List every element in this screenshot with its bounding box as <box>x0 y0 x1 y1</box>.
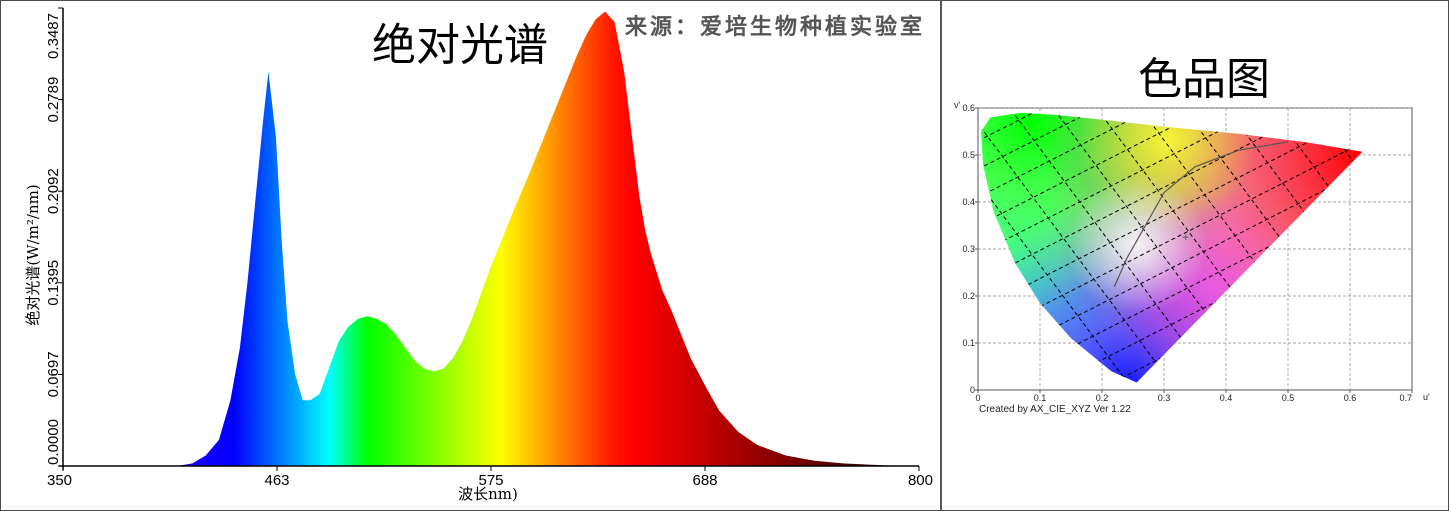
cie-x-tick-label: 0.4 <box>1220 393 1233 403</box>
y-tick-label: 0.0000 <box>45 419 62 465</box>
cie-iso-line <box>981 112 1134 383</box>
cie-x-axis-label: u' <box>1423 392 1430 402</box>
cie-x-tick-label: 0.1 <box>1034 393 1047 403</box>
cie-x-tick-label: 0 <box>975 393 980 403</box>
chart-title: 绝对光谱 <box>372 20 548 71</box>
panel-divider <box>940 0 942 511</box>
y-tick-label: 0.3487 <box>45 13 62 59</box>
x-tick-label: 463 <box>264 472 289 489</box>
cie-y-tick-label: 0.3 <box>962 244 975 254</box>
cie-x-tick-label: 0.3 <box>1158 393 1171 403</box>
cie-y-axis-label: v' <box>954 100 961 110</box>
planckian-locus <box>1113 141 1289 287</box>
cie-y-tick-label: 0.5 <box>962 150 975 160</box>
cie-y-tick-label: 0.1 <box>962 338 975 348</box>
source-credit: 来源：爱培生物种植实验室 <box>624 14 925 40</box>
y-tick-label: 0.0697 <box>45 351 62 397</box>
cie-iso-line <box>981 112 1177 383</box>
cie-x-tick-label: 0.6 <box>1344 393 1357 403</box>
cie-iso-line <box>942 99 959 390</box>
cie-ticks: 0 0.1 0.2 0.3 0.4 0.5 0.6 0.7 0 0.1 0.2 0.3 0.4 0.5 0.… <box>962 103 1413 403</box>
cie-y-tick-label: 0.6 <box>962 103 975 113</box>
x-tick-label: 575 <box>478 472 503 489</box>
x-tick-label: 350 <box>47 472 72 489</box>
spectrum-area <box>63 11 919 466</box>
spectrum-chart: 350 463 575 688 800 0.0000 0.0697 0.1395 0.2092 0… <box>24 7 933 503</box>
cie-title: 色品图 <box>1138 54 1270 105</box>
cie-x-tick-label: 0.2 <box>1096 393 1109 403</box>
cie-x-tick-label: 0.5 <box>1282 393 1295 403</box>
measured-point <box>1182 234 1189 241</box>
cie-y-tick-label: 0 <box>970 385 975 395</box>
x-axis-label: 波长nm) <box>458 485 518 503</box>
cie-y-tick-label: 0.4 <box>962 197 975 207</box>
y-tick-label: 0.2789 <box>45 77 62 123</box>
spectrum-ticks: 350 463 575 688 800 0.0000 0.0697 0.1395 0.2092 0… <box>45 7 933 489</box>
cie-iso-line <box>978 0 1412 56</box>
cie-iso-line <box>978 0 1412 28</box>
cie-chromaticity-diagram: 0 0.1 0.2 0.3 0.4 0.5 0.6 0.7 0 0.1 0.2 0.3 0.4 0.5 0.… <box>942 0 1430 415</box>
spectrum-area-group <box>63 11 919 466</box>
y-tick-label: 0.1395 <box>45 260 62 306</box>
y-tick-label: 0.2092 <box>45 168 62 214</box>
cie-x-tick-label: 0.7 <box>1399 393 1412 403</box>
x-tick-label: 688 <box>692 472 717 489</box>
x-tick-label: 800 <box>908 472 933 489</box>
cie-credit: Created by AX_CIE_XYZ Ver 1.22 <box>979 404 1131 415</box>
y-axis-label: 绝对光谱(W/m²/nm) <box>24 184 42 325</box>
cie-y-tick-label: 0.2 <box>962 291 975 301</box>
